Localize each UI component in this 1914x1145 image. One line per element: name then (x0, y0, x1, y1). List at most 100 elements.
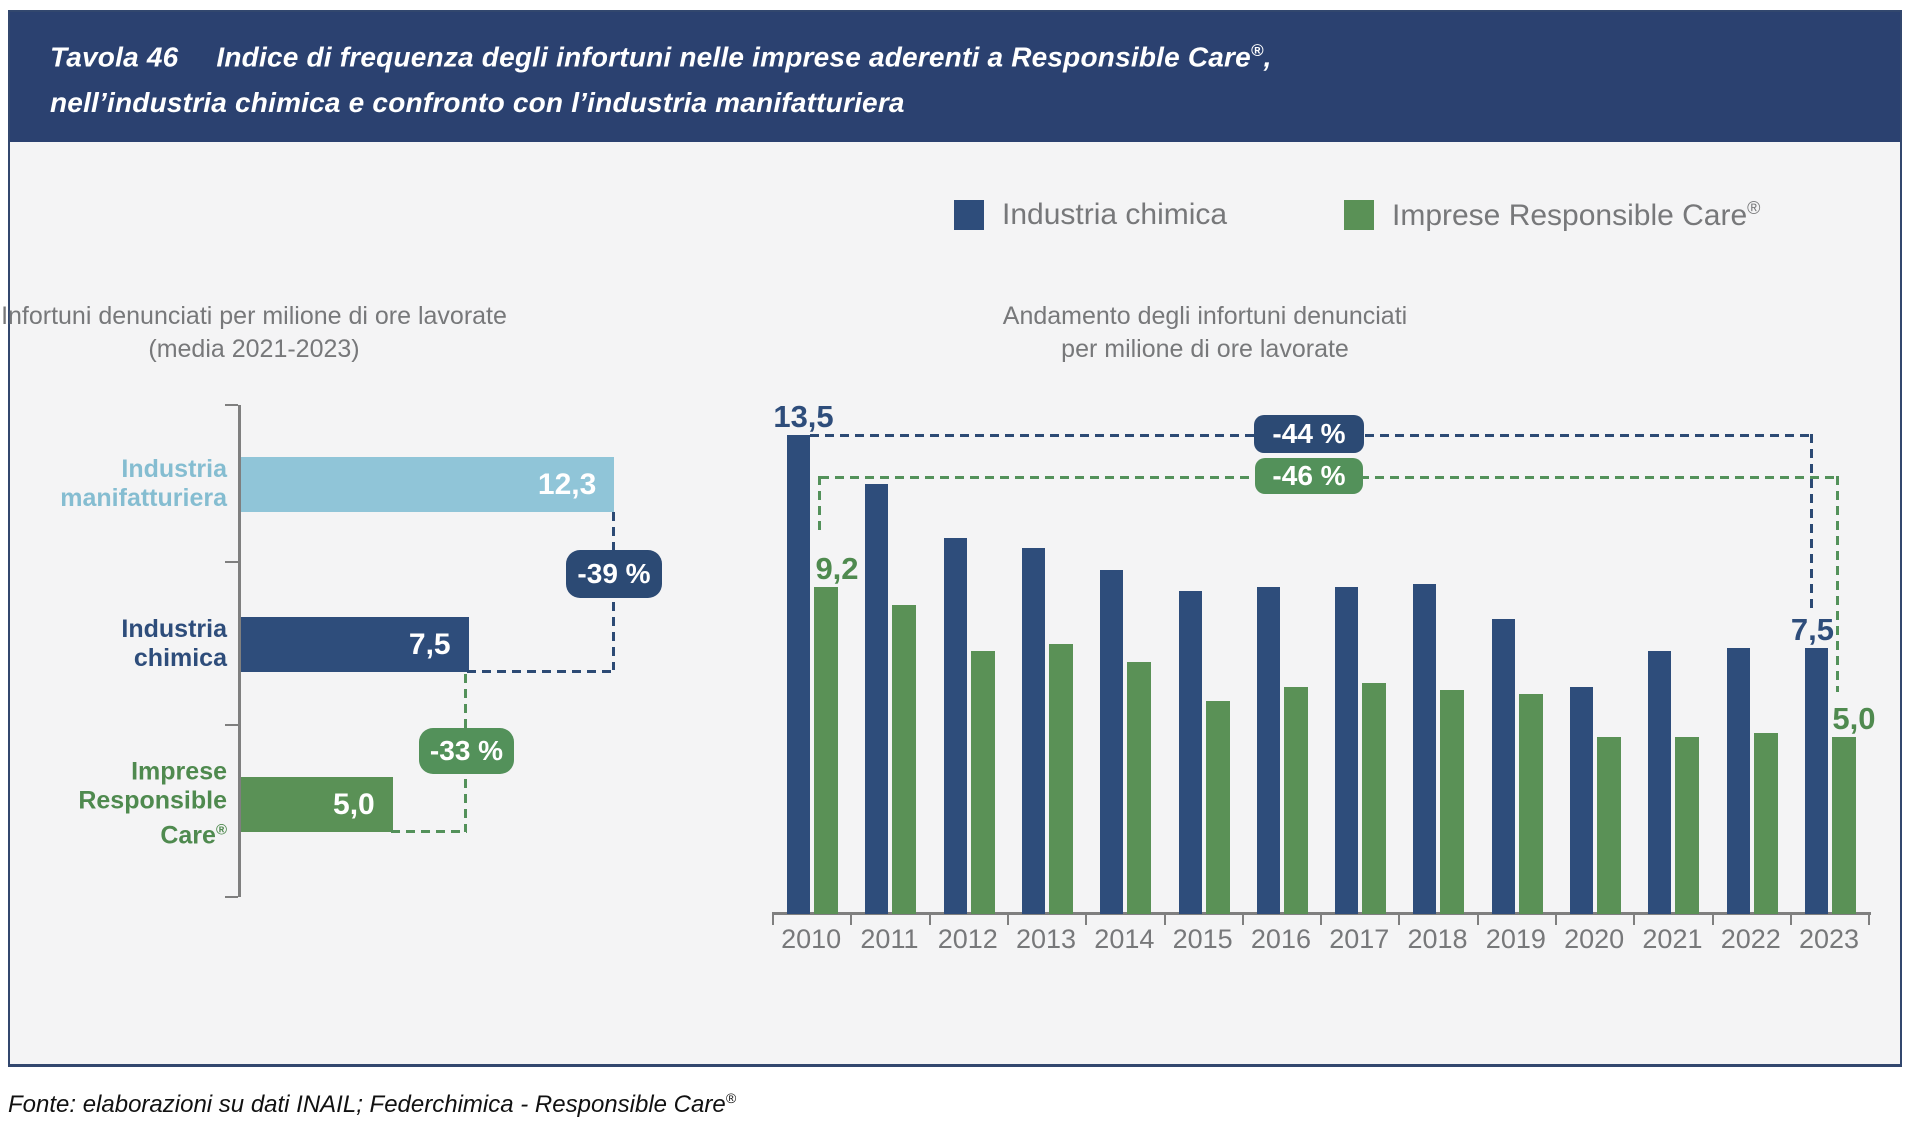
bar-imprese-responsible-care (241, 777, 393, 832)
left-chart-axis-tick (225, 561, 238, 563)
bar-2016-imprese-responsible-care (1283, 686, 1308, 914)
left-chart-y-axis (238, 405, 241, 897)
registered-mark: ® (215, 821, 227, 839)
left-chart-axis-tick (225, 896, 238, 898)
header-title-main: Indice di frequenza degli infortuni nell… (216, 41, 1251, 73)
right-chart-axis-tick (1320, 914, 1323, 925)
legend-item-responsible-care: Imprese Responsible Care® (1344, 198, 1760, 232)
right-chart-axis-tick (1476, 914, 1479, 925)
bar-2013-industria-chimica (1021, 548, 1045, 914)
legend-label-industria-chimica: Industria chimica (1002, 198, 1228, 231)
bar-2023-imprese-responsible-care (1831, 736, 1856, 914)
bar-2017-imprese-responsible-care (1362, 683, 1387, 914)
right-chart-axis-tick (850, 914, 853, 925)
connector-manifatturiera-chimica-h (467, 670, 615, 673)
registered-mark: ® (1747, 197, 1761, 218)
bar-value-label-industria-manifatturiera: 12,3 (537, 468, 597, 501)
right-chart-title: Andamento degli infortuni denunciati per… (1002, 302, 1408, 363)
bar-2020-industria-chimica (1570, 686, 1593, 914)
chart-panel: Tavola 46 Indice di frequenza degli infor… (1, 10, 1902, 1067)
point-label-2010-industria-chimica: 13,5 (773, 398, 834, 434)
year-label-2020: 2020 (1564, 924, 1625, 954)
bar-2022-industria-chimica (1726, 647, 1750, 914)
left-chart-axis-tick (225, 404, 238, 406)
year-label-2016: 2016 (1250, 924, 1311, 954)
category-label-industria-chimica: Industria chimica (121, 615, 227, 672)
year-label-2019: 2019 (1485, 924, 1546, 954)
bar-2016-industria-chimica (1256, 587, 1280, 914)
bar-industria-chimica (241, 617, 469, 672)
registered-mark: ® (725, 1090, 737, 1106)
trend-rc-2010-2023-v (1836, 476, 1839, 692)
right-chart-axis-tick (1711, 914, 1714, 925)
bar-2010-imprese-responsible-care (814, 587, 838, 914)
bar-2015-industria-chimica (1178, 590, 1202, 914)
right-chart-axis-tick (1789, 914, 1792, 925)
delta-badge-chimica-2010-2023: -44 % (1254, 415, 1364, 453)
right-chart-axis-tick (928, 914, 931, 925)
category-label-imprese-responsible-care: Imprese Responsible Care® (78, 757, 227, 850)
right-chart-axis-tick (1163, 914, 1166, 925)
registered-mark: ® (1250, 41, 1264, 60)
bar-2018-imprese-responsible-care (1440, 690, 1465, 914)
year-label-2017: 2017 (1329, 924, 1390, 954)
bar-2020-imprese-responsible-care (1597, 736, 1621, 914)
bar-2023-industria-chimica (1804, 647, 1828, 914)
right-chart-axis-tick (1006, 914, 1009, 925)
bar-2010-industria-chimica (787, 434, 810, 914)
bar-2017-industria-chimica (1335, 587, 1359, 914)
year-label-2018: 2018 (1407, 924, 1468, 954)
bar-2021-industria-chimica (1648, 651, 1672, 914)
left-chart-axis-tick (225, 724, 238, 726)
left-chart-title: Infortuni denunciati per milione di ore … (1, 302, 507, 363)
bar-2012-imprese-responsible-care (970, 651, 995, 914)
source-note: Fonte: elaborazioni su dati INAIL; Feder… (8, 1090, 737, 1118)
year-label-2015: 2015 (1172, 924, 1233, 954)
right-chart-axis-tick (1868, 914, 1871, 925)
point-label-2010-imprese-responsible-care: 9,2 (815, 551, 859, 587)
year-label-2023: 2023 (1799, 924, 1860, 954)
right-chart-axis-tick (772, 914, 774, 925)
right-chart-axis-tick (1555, 914, 1557, 925)
bar-2022-imprese-responsible-care (1753, 732, 1778, 914)
bar-2019-imprese-responsible-care (1518, 693, 1543, 914)
legend-swatch-responsible-care (1344, 200, 1374, 230)
bar-2014-industria-chimica (1100, 569, 1124, 914)
bar-value-label-industria-chimica: 7,5 (408, 628, 451, 661)
delta-badge-rc-2010-2023: -46 % (1255, 458, 1363, 494)
bar-2019-industria-chimica (1491, 619, 1515, 914)
right-chart-axis-tick (1241, 914, 1244, 925)
point-label-2023-industria-chimica: 7,5 (1790, 611, 1834, 647)
year-label-2022: 2022 (1720, 924, 1781, 954)
legend-swatch-industria-chimica (954, 200, 984, 230)
trend-chimica-2010-2023-v (1810, 434, 1813, 612)
right-chart-axis-tick (1398, 914, 1401, 925)
year-label-2021: 2021 (1642, 924, 1703, 954)
bar-2011-imprese-responsible-care (892, 605, 917, 914)
right-chart-x-axis (772, 912, 1872, 915)
legend-item-industria-chimica: Industria chimica (954, 198, 1227, 232)
point-label-2023-imprese-responsible-care: 5,0 (1832, 700, 1876, 736)
bar-2011-industria-chimica (865, 484, 889, 914)
year-label-2013: 2013 (1016, 924, 1077, 954)
table-number: Tavola 46 (50, 41, 179, 73)
bar-2021-imprese-responsible-care (1675, 736, 1700, 914)
trend-rc-2010-stub (818, 476, 821, 532)
year-label-2012: 2012 (937, 924, 998, 954)
bar-2012-industria-chimica (943, 537, 967, 914)
header-title-line2: nell’industria chimica e confronto con l… (50, 87, 905, 119)
header-bar: Tavola 46 Indice di frequenza degli infor… (10, 12, 1900, 142)
year-label-2010: 2010 (781, 924, 842, 954)
bar-2018-industria-chimica (1413, 583, 1437, 914)
bar-industria-manifatturiera (241, 457, 615, 512)
delta-badge-manifatturiera-vs-chimica: -39 % (566, 550, 662, 598)
year-label-2011: 2011 (860, 924, 919, 954)
connector-chimica-rc-h (391, 830, 467, 833)
header-title-line1: Tavola 46 Indice di frequenza degli infor… (50, 41, 1272, 73)
delta-badge-chimica-vs-rc: -33 % (419, 728, 514, 774)
bar-2014-imprese-responsible-care (1127, 661, 1152, 914)
bar-2013-imprese-responsible-care (1048, 644, 1073, 914)
legend-label-responsible-care: Imprese Responsible Care® (1392, 197, 1761, 232)
bar-value-label-imprese-responsible-care: 5,0 (333, 788, 375, 821)
right-chart-axis-tick (1085, 914, 1088, 925)
